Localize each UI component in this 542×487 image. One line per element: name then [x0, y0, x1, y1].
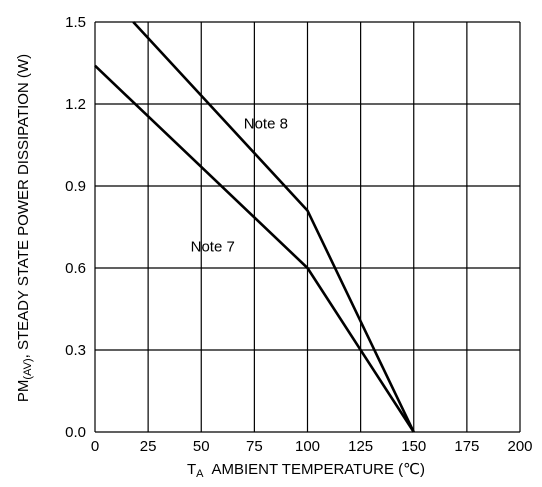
y-axis-symbol-subscript: (AV)	[22, 358, 34, 379]
x-axis-text: AMBIENT TEMPERATURE (℃)	[211, 461, 425, 478]
x-tick-label: 200	[507, 438, 532, 455]
x-tick-label: 0	[91, 438, 99, 455]
y-axis-symbol: PM	[15, 380, 32, 403]
series-lines	[94, 21, 415, 433]
x-axis-symbol-subscript: A	[196, 468, 204, 480]
x-tick-label: 50	[193, 438, 210, 455]
y-tick-label: 1.5	[65, 14, 86, 31]
y-tick-label: 0.3	[65, 342, 86, 359]
tick-labels: 0 25 50 75 100 125 150 175 200 0.0 0.3 0.6 0.9 1.2 1.5	[65, 14, 532, 455]
y-axis-label: PM(AV), STEADY STATE POWER DISSIPATION (…	[15, 54, 34, 402]
x-tick-label: 125	[348, 438, 373, 455]
annotation-label: Note 8	[244, 116, 288, 133]
series-line-note-7	[94, 64, 415, 433]
x-tick-label: 175	[454, 438, 479, 455]
annotation-label: Note 7	[191, 239, 235, 256]
x-axis-symbol: T	[187, 461, 196, 478]
series-line-note-8	[132, 21, 415, 433]
y-axis-text: , STEADY STATE POWER DISSIPATION (W)	[15, 54, 32, 358]
x-axis-label: TA AMBIENT TEMPERATURE (℃)	[187, 461, 425, 480]
y-tick-label: 0.6	[65, 260, 86, 277]
x-tick-label: 150	[401, 438, 426, 455]
annotations: Note 8 Note 7	[191, 116, 288, 256]
x-tick-label: 100	[295, 438, 320, 455]
x-tick-label: 25	[140, 438, 157, 455]
grid	[94, 21, 521, 433]
y-tick-label: 0.9	[65, 178, 86, 195]
x-tick-label: 75	[246, 438, 263, 455]
y-tick-label: 0.0	[65, 424, 86, 441]
y-tick-label: 1.2	[65, 96, 86, 113]
